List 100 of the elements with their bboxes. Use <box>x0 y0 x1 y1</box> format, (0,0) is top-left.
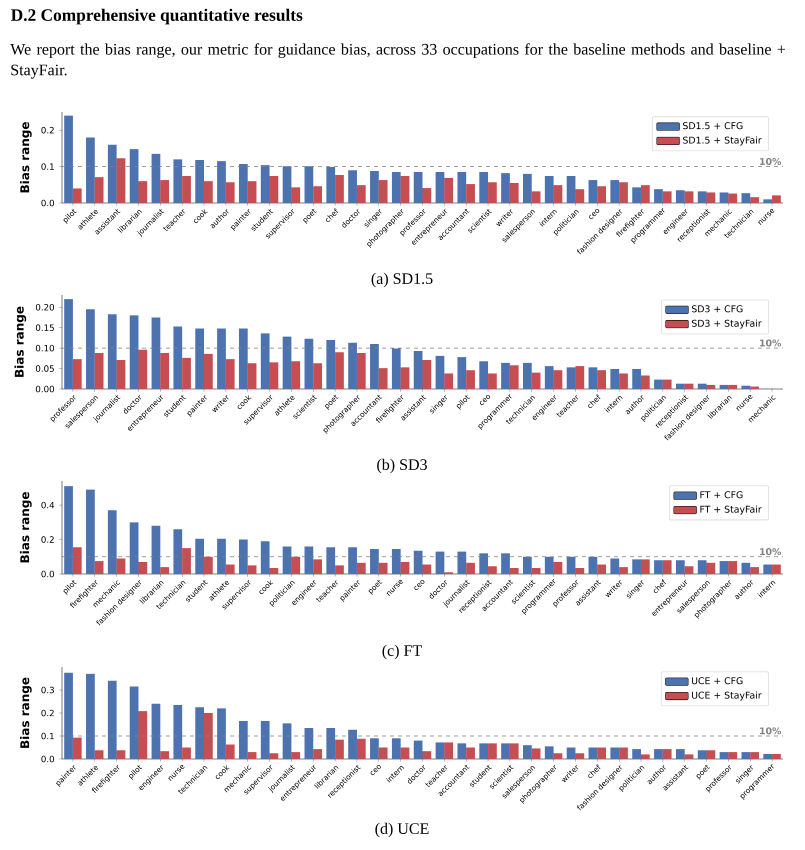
bar <box>684 566 694 574</box>
text: (a) SD1.5 <box>372 272 432 288</box>
bar <box>706 562 716 574</box>
bar <box>532 191 540 203</box>
bar <box>684 384 694 389</box>
bar <box>378 747 388 759</box>
bar <box>291 361 300 389</box>
bar <box>554 753 562 759</box>
bar <box>772 754 781 759</box>
bar <box>422 360 432 389</box>
bar <box>610 747 620 759</box>
bar <box>173 159 182 203</box>
legend-label: UCE + StayFair <box>692 691 762 700</box>
bar <box>392 549 401 574</box>
bar <box>400 367 410 389</box>
bar <box>64 116 73 203</box>
bar <box>575 753 584 759</box>
bar <box>741 193 750 203</box>
ref-line-label: 10% <box>760 727 782 734</box>
bar <box>378 562 388 574</box>
bar <box>64 486 73 574</box>
bar <box>720 561 728 574</box>
bar <box>750 197 759 203</box>
y-tick-label: 0.1 <box>41 732 54 740</box>
bar <box>728 384 738 389</box>
bar <box>348 170 357 203</box>
bar <box>632 187 641 203</box>
bar <box>544 176 554 203</box>
bar <box>304 728 314 759</box>
bar <box>304 166 314 203</box>
bar <box>64 299 73 389</box>
bar <box>632 559 641 574</box>
bar <box>392 348 401 389</box>
y-axis-title: Bias range <box>14 306 26 377</box>
bar <box>348 730 357 759</box>
bar <box>326 340 336 389</box>
bar <box>86 137 95 203</box>
bar <box>72 547 82 574</box>
bar <box>248 752 256 759</box>
bar <box>116 750 126 759</box>
bar <box>544 746 554 759</box>
bar <box>217 328 226 389</box>
bar <box>160 751 170 759</box>
bar <box>326 547 336 574</box>
bar <box>72 188 82 203</box>
bar <box>444 178 454 203</box>
bar <box>436 172 444 203</box>
bar <box>248 363 256 389</box>
bar <box>501 173 510 203</box>
bar <box>544 556 554 574</box>
bar <box>763 199 772 203</box>
bar <box>370 738 379 759</box>
bar <box>195 328 204 389</box>
y-tick-label: 0.1 <box>41 163 54 170</box>
bar <box>152 704 160 759</box>
bar <box>160 567 170 574</box>
bar <box>414 550 422 574</box>
bar <box>116 158 126 203</box>
bar <box>772 564 781 574</box>
bar <box>94 561 104 574</box>
y-axis-title: Bias range <box>20 492 32 562</box>
bar <box>544 366 554 389</box>
bar <box>610 558 620 574</box>
bar <box>566 367 576 389</box>
bar <box>138 181 148 203</box>
bar <box>479 553 488 574</box>
bar <box>436 552 444 574</box>
bar <box>260 333 270 389</box>
bar <box>532 568 540 574</box>
y-axis-title: Bias range <box>20 122 32 192</box>
bar <box>304 338 314 389</box>
bar <box>356 738 366 759</box>
bar <box>392 738 401 759</box>
bar <box>510 365 519 389</box>
bar <box>313 559 322 574</box>
bar <box>706 384 716 389</box>
bar <box>720 192 728 203</box>
legend-label: SD3 + StayFair <box>692 320 762 329</box>
legend-label: FT + StayFair <box>700 506 762 515</box>
ref-line-label: 10% <box>760 158 782 165</box>
bar <box>457 552 466 574</box>
bar <box>510 568 519 574</box>
legend-label: SD1.5 + StayFair <box>683 136 762 146</box>
bar <box>400 747 410 759</box>
y-tick-label: 0.15 <box>36 324 54 331</box>
bar <box>94 177 104 203</box>
bar <box>291 187 300 203</box>
bar <box>173 529 182 574</box>
bar <box>86 309 95 389</box>
bar <box>741 562 750 574</box>
bar <box>378 180 388 203</box>
bar <box>588 367 598 389</box>
bar <box>64 672 73 759</box>
bar <box>116 558 126 574</box>
bar <box>217 161 226 203</box>
bar <box>282 166 292 203</box>
bar <box>348 342 357 389</box>
bar <box>335 352 344 389</box>
bar <box>422 188 432 203</box>
bar <box>182 358 191 389</box>
